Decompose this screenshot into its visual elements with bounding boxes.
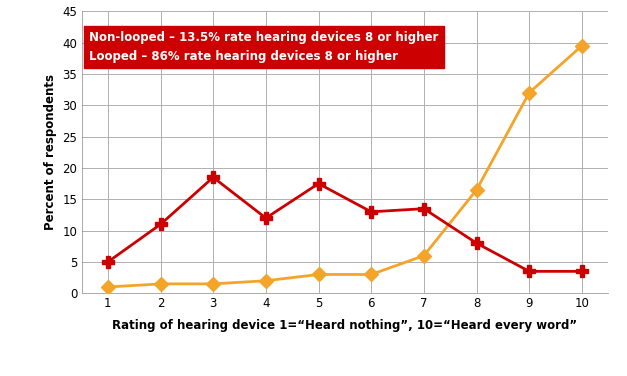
- Looped situations: [315, 272, 322, 277]
- Line: Looped situations: Looped situations: [103, 41, 587, 292]
- Looped situations: [367, 272, 375, 277]
- Looped situations: [262, 279, 270, 283]
- Non-looped: [420, 206, 428, 211]
- Looped situations: [104, 285, 112, 289]
- Looped situations: [473, 188, 480, 192]
- Line: Non-looped: Non-looped: [102, 172, 587, 277]
- Text: Non-looped – 13.5% rate hearing devices 8 or higher
Looped – 86% rate hearing de: Non-looped – 13.5% rate hearing devices …: [90, 31, 439, 63]
- Non-looped: [367, 209, 375, 214]
- Looped situations: [525, 91, 533, 95]
- Y-axis label: Percent of respondents: Percent of respondents: [44, 74, 57, 230]
- Non-looped: [473, 241, 480, 246]
- Looped situations: [157, 282, 164, 286]
- X-axis label: Rating of hearing device 1=“Heard nothing”, 10=“Heard every word”: Rating of hearing device 1=“Heard nothin…: [112, 319, 577, 332]
- Non-looped: [315, 181, 322, 186]
- Non-looped: [578, 269, 586, 274]
- Looped situations: [209, 282, 217, 286]
- Non-looped: [209, 175, 217, 180]
- Non-looped: [157, 222, 164, 227]
- Non-looped: [525, 269, 533, 274]
- Looped situations: [420, 253, 428, 258]
- Non-looped: [104, 260, 112, 264]
- Non-looped: [262, 216, 270, 220]
- Looped situations: [578, 44, 586, 48]
